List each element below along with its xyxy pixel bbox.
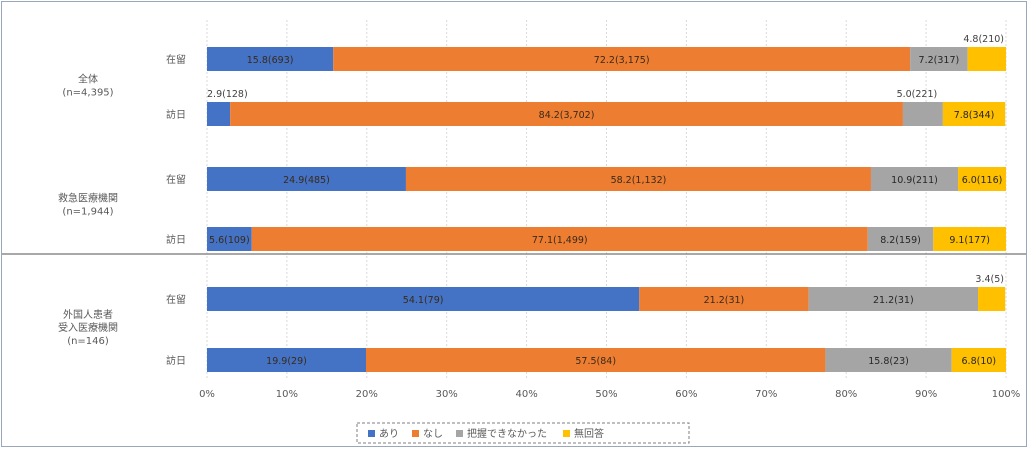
bar-segment [207,348,367,372]
bar-segment [910,47,968,71]
x-tick-label: 20% [356,389,378,400]
bar-segment [207,287,640,311]
data-label: 19.9(29) [266,356,307,367]
row-label: 訪日 [166,354,186,367]
bar-segment [207,227,252,251]
bar-segment [333,47,911,71]
legend-entry: あり [379,428,399,440]
group-label: 外国人患者受入医療機関(n=146) [58,309,118,347]
data-label: 7.2(317) [919,55,960,66]
row-label: 訪日 [166,108,186,121]
data-label: 15.8(693) [247,55,294,66]
legend: あり なし 把握できなかった 無回答 [356,422,690,444]
bar-segment [405,167,871,191]
bar-segment [867,227,934,251]
bar-segment [825,348,952,372]
bar-segment [870,167,959,191]
legend-swatch [456,430,463,437]
data-label: 9.1(177) [949,235,990,246]
legend-swatch [368,430,375,437]
data-label: 21.2(31) [873,295,914,306]
legend-swatch [412,430,419,437]
group-label: 全体(n=4,395) [62,73,113,99]
bar-segment [207,47,334,71]
data-label: 6.8(10) [962,356,997,367]
data-label: 15.8(23) [868,356,909,367]
data-label: 24.9(485) [283,175,330,186]
bar-segment [207,102,231,126]
grid-lines [206,20,1007,378]
bar-segment [958,167,1006,191]
group-labels: 全体(n=4,395) 救急医療機関(n=1,944) 外国人患者受入医療機関(n=… [58,73,118,348]
bar-segment [967,47,1006,71]
bar-segment [639,287,809,311]
data-label: 57.5(84) [575,356,616,367]
data-label: 2.9(128) [207,89,248,100]
group-label: 救急医療機関(n=1,944) [58,192,118,218]
legend-entry: なし [423,428,443,440]
data-label: 54.1(79) [403,295,444,306]
data-label: 6.0(116) [962,175,1003,186]
legend-entry: 把握できなかった [467,427,547,440]
row-label: 在留 [166,293,186,306]
x-tick-label: 90% [915,389,937,400]
bar-segment [933,227,1006,251]
row-label: 在留 [166,53,186,66]
bar-segment [808,287,979,311]
bars [207,47,1006,372]
legend-entry: 無回答 [574,427,604,440]
data-label: 77.1(1,499) [532,235,588,246]
bar-segment [251,227,868,251]
bar-segment [942,102,1006,126]
x-tick-label: 40% [515,389,537,400]
data-label: 5.0(221) [897,89,938,100]
x-tick-label: 70% [755,389,777,400]
x-tick-labels: 0% 10% 20% 30% 40% 50% 60% 70% 80% 90% 100% [199,389,1020,400]
data-label: 8.2(159) [880,235,921,246]
x-tick-label: 60% [675,389,697,400]
data-label: 3.4(5) [975,274,1004,285]
bar-segment [902,102,943,126]
bar-segment [951,348,1006,372]
x-tick-label: 10% [276,389,298,400]
data-label: 10.9(211) [891,175,938,186]
legend-swatch [563,430,570,437]
x-tick-label: 80% [835,389,857,400]
data-label: 7.8(344) [954,110,995,121]
x-tick-label: 50% [595,389,617,400]
data-label: 4.8(210) [963,34,1004,45]
bar-segment [230,102,903,126]
data-label: 58.2(1,132) [611,175,667,186]
bar-segment [366,348,826,372]
legend-box [356,422,690,444]
row-label: 在留 [166,173,186,186]
x-tick-label: 0% [199,389,215,400]
bar-segment [978,287,1006,311]
data-label: 84.2(3,702) [539,110,595,121]
data-label: 72.2(3,175) [594,55,650,66]
x-tick-label: 100% [992,389,1021,400]
data-label: 5.6(109) [209,235,250,246]
bar-segment [207,167,406,191]
data-labels: 15.8(693) 72.2(3,175) 7.2(317)4.8(210) 2.9(… [207,34,1004,367]
x-tick-label: 30% [436,389,458,400]
row-label: 訪日 [166,233,186,246]
data-label: 21.2(31) [704,295,745,306]
